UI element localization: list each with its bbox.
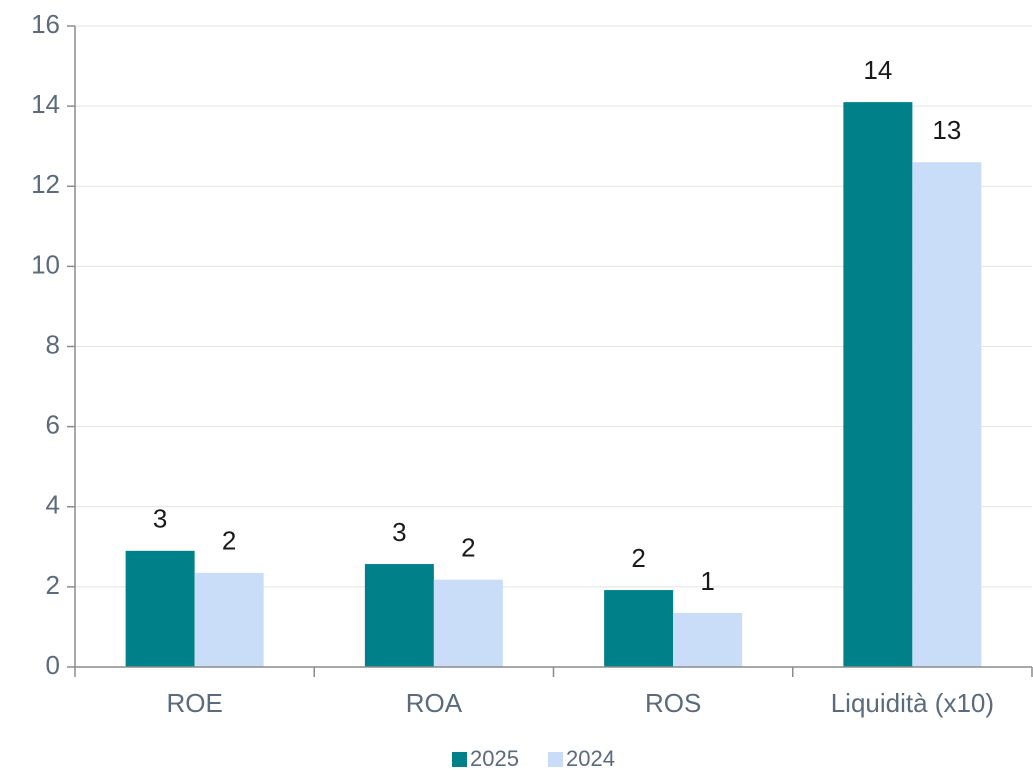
value-label: 2: [222, 526, 236, 556]
value-label: 3: [153, 504, 167, 534]
value-label: 3: [392, 517, 406, 547]
legend-label: 2025: [470, 746, 519, 770]
y-tick-label: 14: [31, 89, 60, 119]
bar: [433, 579, 503, 667]
y-tick-label: 10: [31, 249, 60, 279]
legend-swatch: [548, 752, 563, 767]
bar: [604, 590, 674, 667]
legend-label: 2024: [566, 746, 615, 770]
bar: [194, 572, 264, 667]
y-tick-label: 0: [46, 650, 60, 680]
y-tick-label: 8: [46, 329, 60, 359]
y-tick-label: 4: [46, 490, 60, 520]
value-label: 14: [863, 55, 892, 85]
x-tick-label: ROS: [645, 688, 701, 718]
bar: [843, 102, 913, 667]
bar: [125, 550, 195, 667]
bar: [912, 162, 982, 667]
y-tick-label: 16: [31, 9, 60, 39]
value-label: 13: [932, 115, 961, 145]
y-tick-label: 2: [46, 570, 60, 600]
bar: [673, 612, 743, 667]
legend-swatch: [452, 752, 467, 767]
x-tick-label: ROE: [166, 688, 222, 718]
y-tick-label: 12: [31, 169, 60, 199]
value-label: 1: [700, 566, 714, 596]
bar: [364, 564, 434, 667]
x-tick-label: Liquidità (x10): [831, 688, 994, 718]
value-label: 2: [461, 533, 475, 563]
y-tick-label: 6: [46, 410, 60, 440]
value-label: 2: [631, 543, 645, 573]
x-tick-label: ROA: [406, 688, 463, 718]
